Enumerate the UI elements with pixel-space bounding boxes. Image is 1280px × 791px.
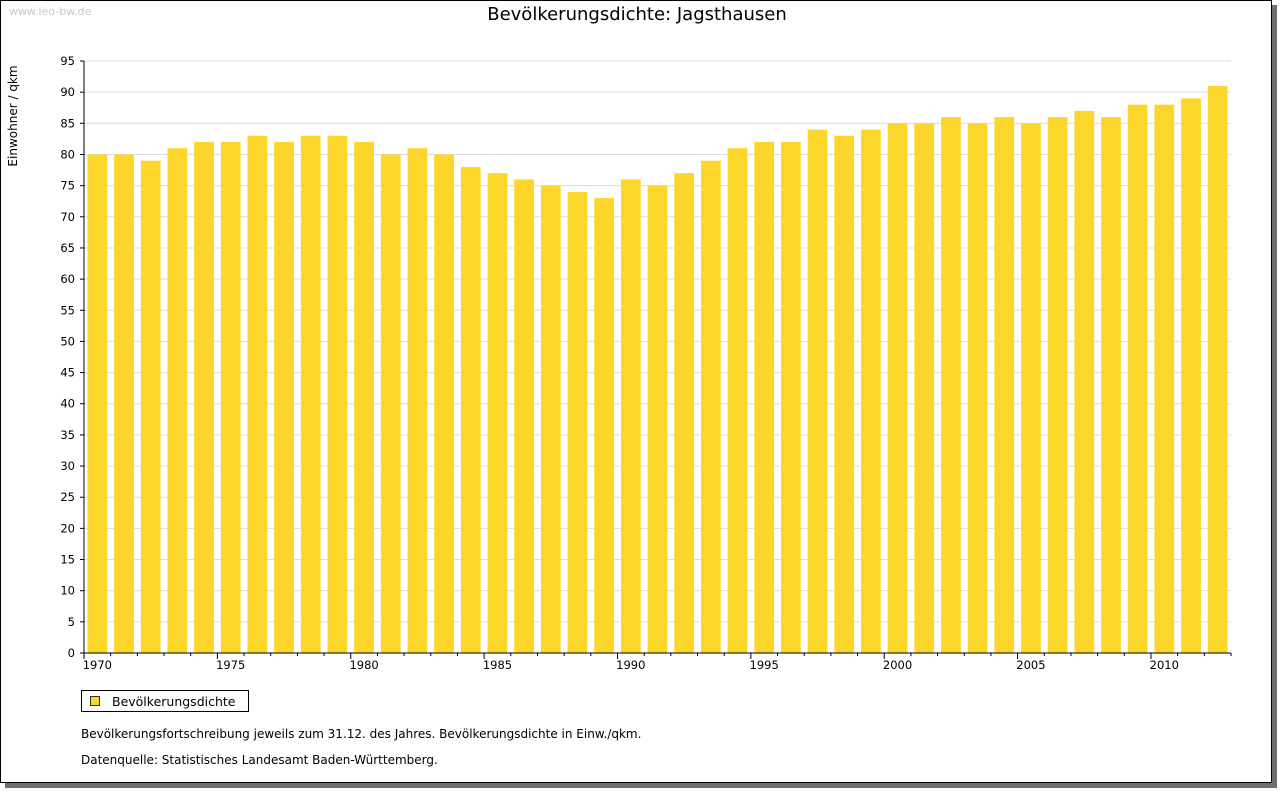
x-tick-label: 1995 <box>750 658 779 672</box>
legend: Bevölkerungsdichte <box>81 690 249 712</box>
x-tick-label: 1980 <box>349 658 378 672</box>
y-tick-label: 55 <box>60 303 75 317</box>
x-tick-label: 1990 <box>616 658 645 672</box>
x-tick-label: 2005 <box>1016 658 1045 672</box>
bar-1998 <box>834 135 855 654</box>
y-axis-label: Einwohner / qkm <box>6 65 20 166</box>
bar-1984 <box>460 166 481 654</box>
bar-1980 <box>354 142 374 653</box>
y-tick-label: 80 <box>60 147 75 161</box>
bar-2012 <box>1207 85 1228 653</box>
y-axis: 0 5 10 15 20 25 30 35 40 45 50 55 60 65 70 75 80 85 90 95 <box>60 54 85 660</box>
bar-2009 <box>1127 104 1148 654</box>
bar-2005 <box>1021 123 1041 653</box>
y-tick-label: 10 <box>60 584 75 598</box>
y-tick-label: 15 <box>60 553 75 567</box>
bar-1982 <box>407 148 428 653</box>
bar-1992 <box>674 173 695 653</box>
x-tick-label: 1975 <box>216 658 245 672</box>
bar-1988 <box>567 191 588 653</box>
bar-1999 <box>861 129 881 653</box>
bar-2004 <box>994 117 1015 653</box>
y-tick-label: 45 <box>60 366 75 380</box>
bar-2006 <box>1047 117 1068 653</box>
bar-1997 <box>807 129 828 653</box>
bar-2008 <box>1101 117 1121 653</box>
bars <box>87 85 1228 654</box>
bar-1983 <box>434 154 454 653</box>
y-tick-label: 90 <box>60 85 75 99</box>
x-tick-label: 1985 <box>483 658 512 672</box>
bar-2002 <box>941 117 961 653</box>
watermark: www.leo-bw.de <box>9 5 92 18</box>
y-tick-label: 25 <box>60 490 75 504</box>
y-tick-label: 20 <box>60 521 75 535</box>
y-tick-label: 0 <box>68 646 75 660</box>
bar-1987 <box>540 185 561 653</box>
y-tick-label: 30 <box>60 459 75 473</box>
x-tick-label: 2010 <box>1150 658 1179 672</box>
bar-2001 <box>914 123 935 653</box>
bar-1993 <box>700 160 721 653</box>
footnote-source: Datenquelle: Statistisches Landesamt Bad… <box>81 753 438 767</box>
y-tick-label: 95 <box>60 54 75 68</box>
bar-2010 <box>1154 104 1175 654</box>
bar-1977 <box>274 142 294 653</box>
bar-1981 <box>380 154 401 653</box>
bar-1986 <box>514 179 534 653</box>
legend-swatch <box>90 696 100 706</box>
bar-1991 <box>647 185 668 653</box>
y-tick-label: 35 <box>60 428 75 442</box>
bar-1978 <box>300 135 321 654</box>
bar-1971 <box>114 154 134 653</box>
y-tick-label: 5 <box>68 615 75 629</box>
bar-1976 <box>247 135 268 654</box>
x-axis: 1970 1975 1980 1985 1990 1995 2000 2005 2010 <box>83 652 1232 672</box>
bar-1975 <box>220 142 241 653</box>
bar-1972 <box>140 160 161 653</box>
bar-1973 <box>167 148 188 653</box>
y-tick-label: 50 <box>60 334 75 348</box>
legend-label: Bevölkerungsdichte <box>112 693 236 709</box>
bar-1994 <box>727 148 748 653</box>
bar-1970 <box>87 154 108 653</box>
y-tick-label: 40 <box>60 397 75 411</box>
bar-1996 <box>781 142 801 653</box>
bar-2003 <box>967 123 988 653</box>
bar-1979 <box>327 135 348 654</box>
bar-2000 <box>887 123 908 653</box>
bar-2007 <box>1074 110 1095 653</box>
y-tick-label: 70 <box>60 210 75 224</box>
y-tick-label: 65 <box>60 241 75 255</box>
bar-1995 <box>754 142 775 653</box>
y-tick-label: 60 <box>60 272 75 286</box>
bar-1989 <box>594 198 615 654</box>
footnote-method: Bevölkerungsfortschreibung jeweils zum 3… <box>81 727 642 741</box>
bar-1974 <box>194 142 214 653</box>
x-tick-label: 2000 <box>883 658 912 672</box>
bar-1990 <box>620 179 641 653</box>
chart-title: Bevölkerungsdichte: Jagsthausen <box>487 4 787 25</box>
bar-1985 <box>487 173 508 653</box>
y-tick-label: 75 <box>60 179 75 193</box>
bar-2011 <box>1181 98 1201 654</box>
y-tick-label: 85 <box>60 116 75 130</box>
x-tick-label: 1970 <box>83 658 112 672</box>
